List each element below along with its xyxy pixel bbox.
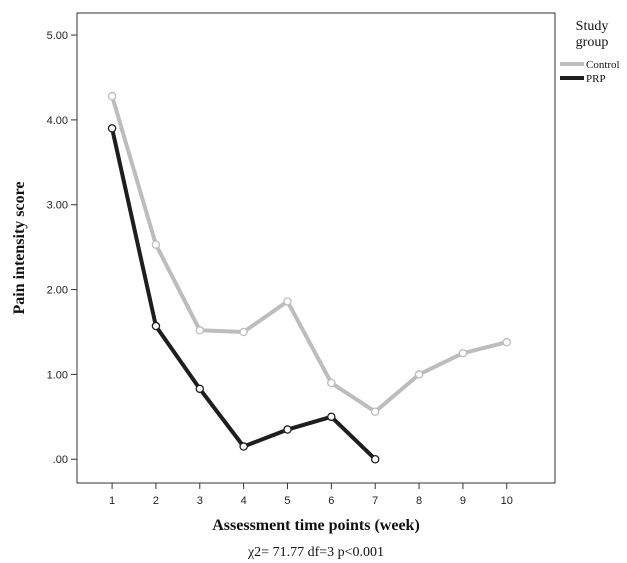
x-axis: 1 2 3 4 5 6 7 8 9 10 xyxy=(109,483,513,507)
x-tick-label: 3 xyxy=(197,495,203,507)
series-layer xyxy=(107,91,512,464)
legend-label-control: Control xyxy=(586,59,620,71)
data-point-prp xyxy=(239,442,248,451)
data-point-prp xyxy=(370,454,380,464)
data-point-control xyxy=(414,370,424,379)
x-tick-label: 4 xyxy=(241,495,247,507)
series-line-control xyxy=(110,94,509,414)
legend-label-prp: PRP xyxy=(586,73,606,85)
y-tick-label: 4.00 xyxy=(47,115,68,127)
data-point-prp xyxy=(327,412,336,422)
x-tick-label: 9 xyxy=(460,495,466,507)
plot-frame xyxy=(76,12,556,484)
data-point-prp xyxy=(195,384,205,394)
chi-square-annotation: χ2= 71.77 df=3 p<0.001 xyxy=(247,545,384,560)
y-tick-label: 2.00 xyxy=(47,285,68,297)
y-tick-label: 3.00 xyxy=(47,200,68,212)
y-axis-label: Pain intensity score xyxy=(11,181,28,314)
data-point-prp xyxy=(107,124,117,133)
x-tick-label: 1 xyxy=(109,495,115,507)
legend-title-line2: group xyxy=(576,35,609,50)
data-point-prp xyxy=(283,425,292,434)
data-point-control xyxy=(283,297,292,306)
y-tick-label: .00 xyxy=(53,454,68,466)
y-axis: .00 1.00 2.00 3.00 4.00 5.00 xyxy=(47,30,77,466)
x-tick-label: 2 xyxy=(153,495,159,507)
y-tick-label: 1.00 xyxy=(47,369,68,381)
legend: Study group Control PRP xyxy=(560,19,620,85)
x-axis-label: Assessment time points (week) xyxy=(212,517,420,534)
x-tick-label: 10 xyxy=(501,495,513,507)
legend-title-line1: Study xyxy=(576,19,609,34)
data-point-control xyxy=(239,327,248,337)
data-point-control xyxy=(151,240,161,249)
x-tick-label: 8 xyxy=(416,495,422,507)
x-tick-label: 5 xyxy=(284,495,290,507)
data-point-control xyxy=(458,348,468,358)
data-point-control xyxy=(502,337,512,347)
x-tick-label: 6 xyxy=(328,495,334,507)
data-point-control xyxy=(195,326,205,335)
data-point-prp xyxy=(151,321,161,331)
series-line-prp xyxy=(110,126,378,462)
data-point-control xyxy=(370,407,380,416)
data-point-control xyxy=(327,378,336,388)
y-tick-label: 5.00 xyxy=(47,30,68,42)
data-point-control xyxy=(107,91,117,101)
x-tick-label: 7 xyxy=(372,495,378,507)
